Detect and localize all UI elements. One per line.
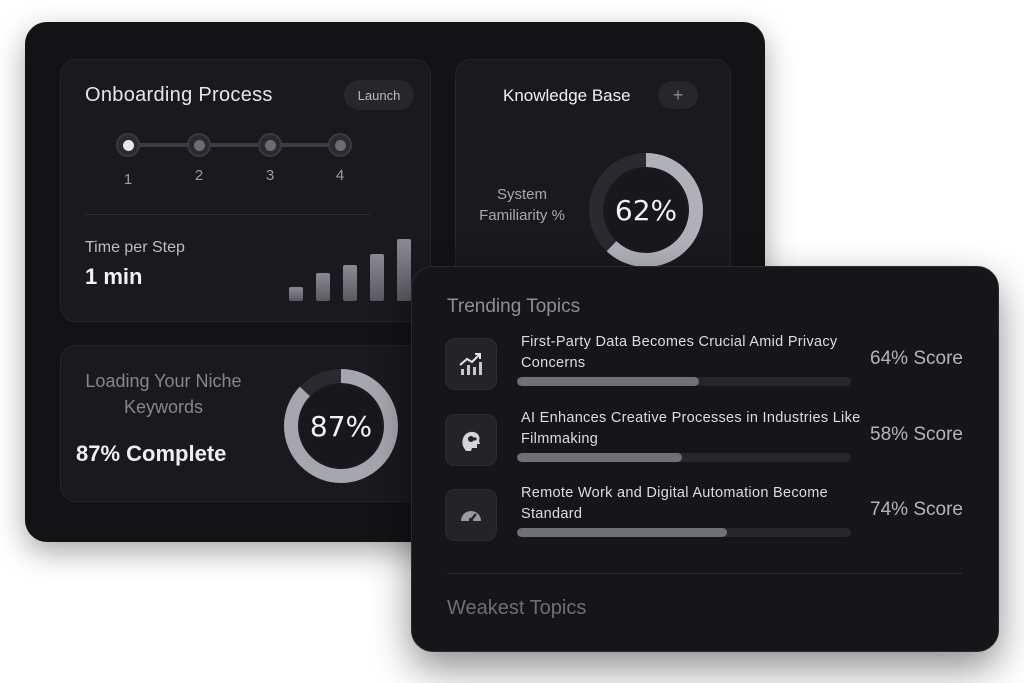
topic-score-bar — [517, 528, 851, 537]
knowledge-base-title: Knowledge Base — [503, 86, 631, 105]
launch-button[interactable]: Launch — [344, 80, 414, 110]
topics-divider — [447, 573, 962, 574]
topic-score: 74% Score — [870, 499, 963, 520]
speed-gauge-icon — [445, 489, 497, 541]
onboarding-divider — [85, 214, 370, 215]
knowledge-base-card: Knowledge Base + System Familiarity % 62… — [455, 59, 731, 289]
topic-score: 64% Score — [870, 348, 963, 369]
trending-topics-title: Trending Topics — [447, 296, 581, 317]
topic-score: 58% Score — [870, 424, 963, 445]
onboarding-title: Onboarding Process — [85, 84, 273, 106]
system-familiarity-label: System Familiarity % — [479, 186, 565, 224]
loading-keywords-card: Loading Your Niche Keywords 87% Complete… — [60, 345, 431, 502]
step-dot-2[interactable] — [187, 133, 211, 157]
topic-text: Remote Work and Digital Automation Becom… — [521, 485, 829, 522]
loading-percent: 87% — [309, 409, 373, 443]
step-dot-4[interactable] — [328, 133, 352, 157]
ai-head-icon — [445, 414, 497, 466]
time-bar-4 — [370, 254, 384, 301]
step-label-4: 4 — [335, 167, 345, 184]
time-bar-3 — [343, 265, 357, 301]
onboarding-stepper: 1 2 3 4 — [116, 132, 356, 192]
time-bar-1 — [289, 287, 303, 301]
stepper-track — [128, 143, 340, 147]
plus-icon[interactable]: + — [658, 81, 698, 109]
time-per-step-label: Time per Step — [85, 239, 185, 256]
loading-title: Loading Your Niche Keywords — [85, 371, 242, 417]
topic-row-1[interactable]: First-Party Data Becomes Crucial Amid Pr… — [445, 332, 975, 394]
step-label-2: 2 — [194, 167, 204, 184]
time-bar-2 — [316, 273, 330, 301]
topic-text: First-Party Data Becomes Crucial Amid Pr… — [521, 334, 838, 371]
topic-score-bar — [517, 377, 851, 386]
topic-row-2[interactable]: AI Enhances Creative Processes in Indust… — [445, 408, 975, 470]
topic-score-bar — [517, 453, 851, 462]
weakest-topics-title: Weakest Topics — [447, 597, 587, 619]
step-label-1: 1 — [123, 171, 133, 188]
familiarity-percent: 62% — [614, 193, 678, 227]
step-dot-3[interactable] — [258, 133, 282, 157]
onboarding-card: Onboarding Process Launch 1 2 3 4 Time p… — [60, 59, 431, 322]
trending-up-icon — [445, 338, 497, 390]
time-per-step-value: 1 min — [85, 264, 143, 289]
time-bar-5 — [397, 239, 411, 301]
loading-ring: 87% — [281, 366, 401, 486]
topic-text: AI Enhances Creative Processes in Indust… — [521, 410, 861, 447]
step-dot-1[interactable] — [116, 133, 140, 157]
loading-status: 87% Complete — [76, 441, 227, 466]
topic-row-3[interactable]: Remote Work and Digital Automation Becom… — [445, 483, 975, 545]
step-label-3: 3 — [265, 167, 275, 184]
topics-panel: Trending Topics First-Party Data Becomes… — [411, 266, 999, 652]
time-bar-chart — [289, 235, 419, 301]
familiarity-ring: 62% — [586, 150, 706, 270]
